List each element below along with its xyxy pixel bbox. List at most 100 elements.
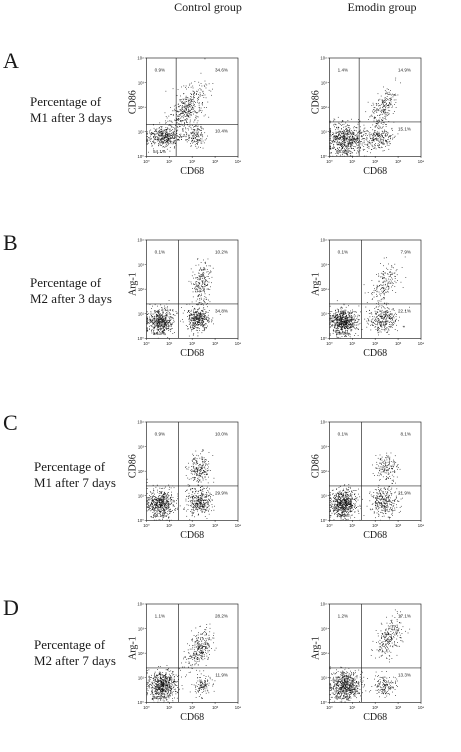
event-dot [343,326,345,327]
event-dot [203,289,204,291]
event-dot [161,504,162,505]
event-dot [170,141,172,143]
event-dot [165,129,167,131]
event-dot [378,140,380,142]
event-dot [339,324,341,325]
event-dot [147,318,148,319]
event-dot [153,326,155,328]
event-dot [390,313,392,314]
event-dot [192,291,194,293]
event-dot [377,144,378,146]
event-dot [164,502,166,504]
event-dot [152,323,154,324]
event-dot [150,135,151,137]
event-dot [160,328,161,330]
event-dot [381,315,382,317]
event-dot [193,135,194,137]
event-dot [345,146,347,148]
event-dot [376,121,378,122]
event-dot [349,142,351,144]
event-dot [189,98,191,100]
event-dot [150,132,152,133]
event-dot [349,322,350,323]
event-dot [390,138,391,140]
event-dot [157,310,159,312]
event-dot [202,91,204,93]
event-dot [166,315,168,317]
event-dot [197,304,198,306]
event-dot [192,317,194,319]
event-dot [159,140,161,141]
event-dot [381,322,383,324]
event-dot [367,141,369,142]
event-dot [385,146,386,147]
x-tick-label: 10³ [212,341,219,346]
event-dot [202,136,204,138]
event-dot [397,280,398,281]
event-dot [181,124,183,126]
event-dot [166,321,167,323]
event-dot [345,333,346,334]
event-dot [346,139,347,140]
event-dot [342,323,344,324]
event-dot [393,267,394,269]
event-dot [386,290,388,292]
event-dot [338,322,339,324]
event-dot [359,130,361,132]
event-dot [394,272,396,274]
event-dot [344,132,346,134]
event-dot [153,329,155,331]
event-dot [348,313,349,315]
event-dot [387,307,389,309]
event-dot [157,139,159,141]
event-dot [198,319,199,321]
event-dot [173,133,175,134]
event-dot [345,316,347,318]
event-dot [196,143,197,144]
event-dot [154,317,156,319]
event-dot [339,320,341,322]
event-dot [149,506,150,508]
event-dot [190,100,192,101]
event-dot [200,133,202,135]
event-dot [340,145,341,146]
event-dot [201,132,202,133]
event-dot [196,324,198,325]
event-dot [339,331,341,332]
event-dot [385,318,387,320]
event-dot [190,311,192,312]
event-dot [198,272,200,274]
event-dot [169,138,170,140]
event-dot [200,140,202,142]
event-dot [166,503,168,505]
event-dot [382,273,384,275]
event-dot [383,324,384,326]
event-dot [158,144,159,146]
event-dot [157,509,159,510]
event-dot [178,118,179,120]
event-dot [152,318,154,319]
event-dot [345,122,347,124]
event-dot [150,320,151,322]
event-dot [194,313,196,315]
event-dot [205,315,206,316]
event-dot [170,138,172,139]
event-dot [157,318,159,320]
event-dot [152,142,154,143]
event-dot [170,125,172,127]
event-dot [205,97,207,99]
event-dot [336,336,338,338]
event-dot [336,142,337,144]
event-dot [176,312,177,314]
event-dot [167,503,169,504]
event-dot [334,136,335,138]
event-dot [384,273,386,274]
event-dot [190,268,192,270]
event-dot [153,490,155,491]
event-dot [164,112,166,114]
event-dot [358,142,359,144]
event-dot [383,294,385,296]
event-dot [156,329,158,331]
event-dot [164,334,166,336]
